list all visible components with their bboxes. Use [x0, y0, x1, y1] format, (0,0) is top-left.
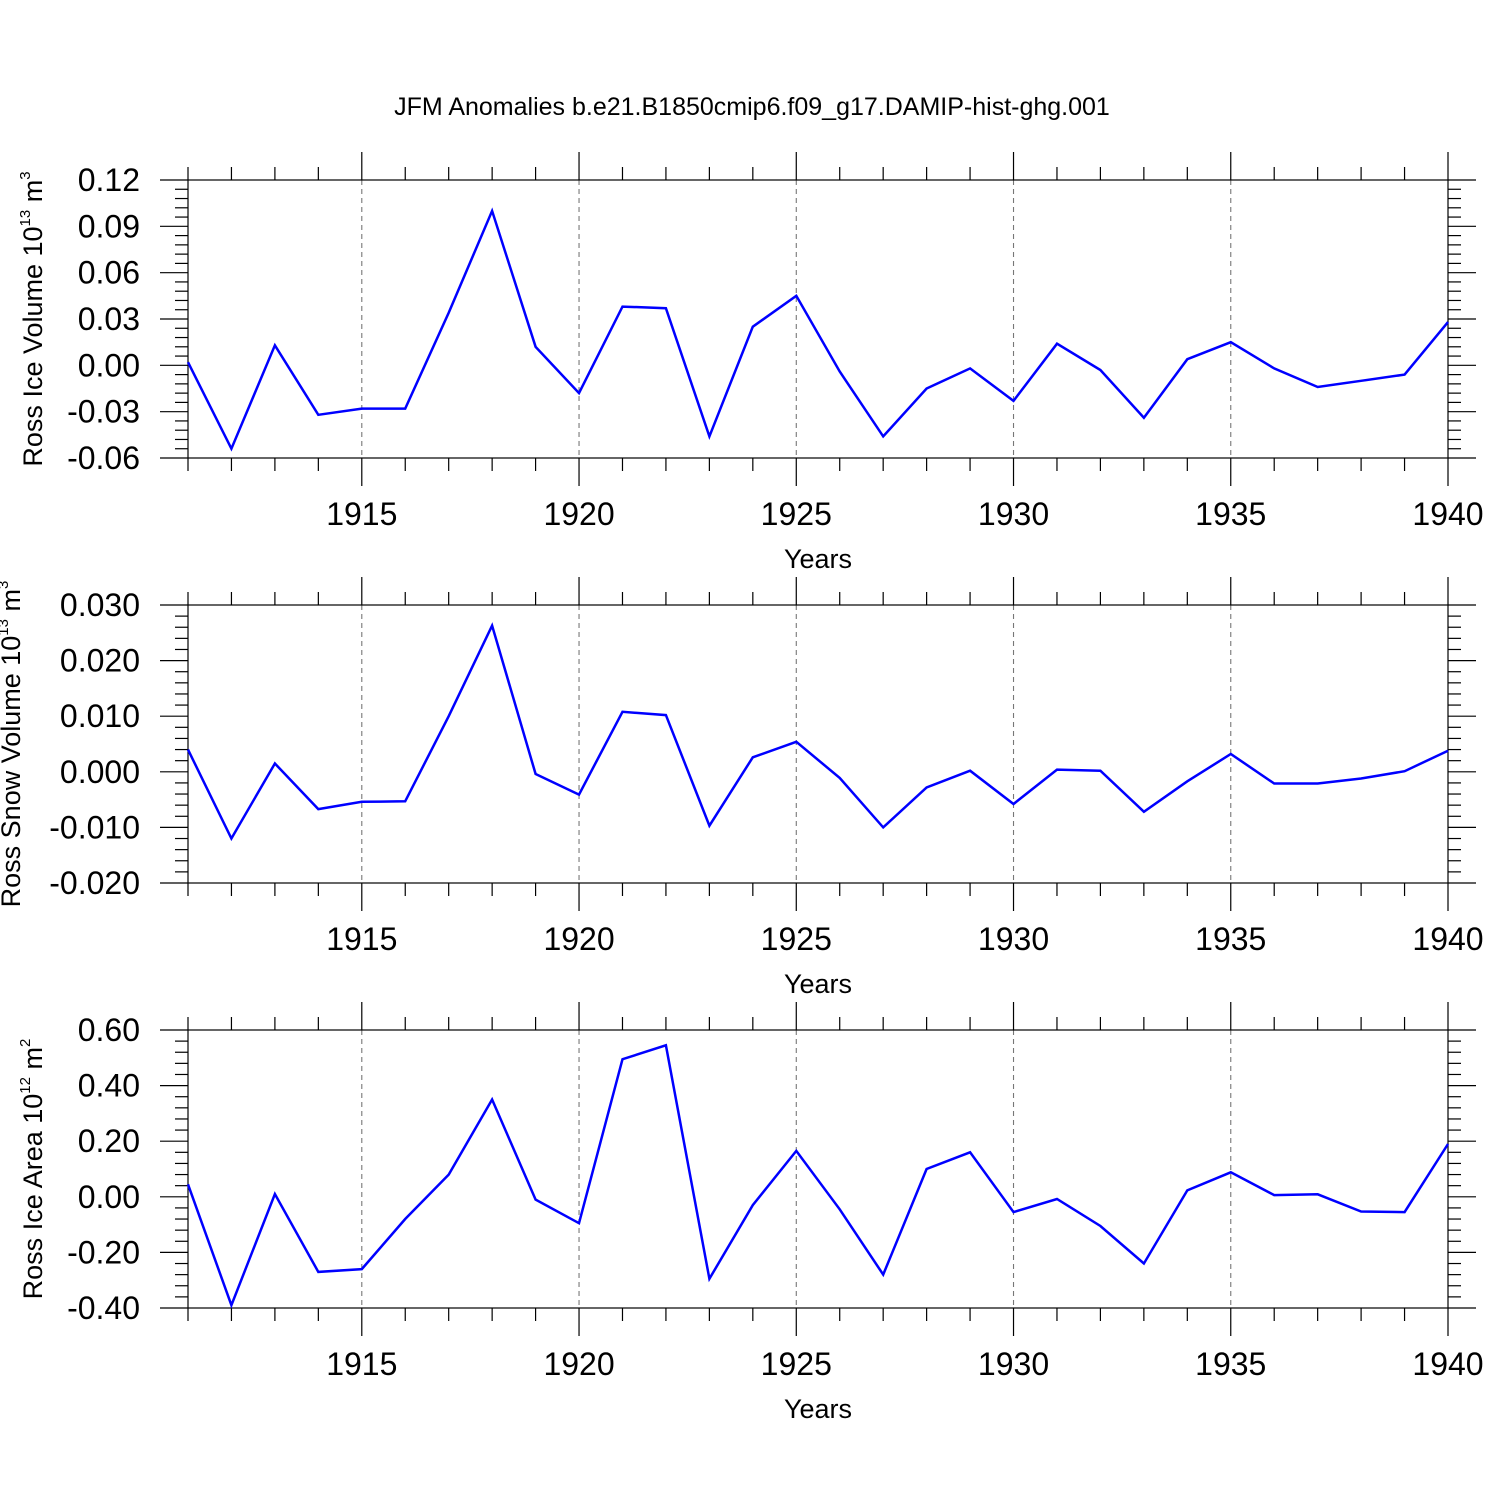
y-axis-title-unit-exponent: 3 [17, 171, 34, 179]
x-tick-label: 1925 [761, 1346, 832, 1382]
x-axis-title: Years [784, 544, 852, 574]
x-tick-label: 1930 [978, 1346, 1049, 1382]
x-tick-label: 1915 [326, 921, 397, 957]
y-tick-label: -0.06 [67, 440, 140, 476]
x-tick-label: 1915 [326, 1346, 397, 1382]
series-line-1 [186, 1043, 1450, 1309]
x-tick-label: 1920 [543, 1346, 614, 1382]
y-tick-label: -0.40 [67, 1290, 140, 1326]
y-axis-title-exponent: 13 [17, 210, 34, 227]
panels: 1915 1920 1925 1930 1935 1940 Years 0.12 0.09 0.0… [0, 152, 1484, 1424]
x-tick-label: 1940 [1412, 1346, 1483, 1382]
y-axis-title-exponent: 13 [0, 619, 12, 636]
x-tick-label: 1940 [1412, 921, 1483, 957]
y-tick-label: 0.09 [78, 208, 140, 244]
plot-frame [187, 604, 1449, 884]
figure-title: JFM Anomalies b.e21.B1850cmip6.f09_g17.D… [394, 93, 1110, 121]
y-tick-label: 0.00 [78, 347, 140, 383]
y-tick-label: 0.20 [78, 1123, 140, 1159]
series-line-1 [186, 622, 1449, 842]
x-tick-label: 1920 [543, 921, 614, 957]
x-tick-label: 1925 [761, 496, 832, 532]
x-tick-label: 1935 [1195, 921, 1266, 957]
x-tick-label: 1930 [978, 921, 1049, 957]
x-tick-label: 1935 [1195, 496, 1266, 532]
y-tick-label: 0.40 [78, 1068, 140, 1104]
x-tick-label: 1935 [1195, 1346, 1266, 1382]
plot-frame [187, 1029, 1449, 1309]
y-tick-label: 0.020 [60, 643, 140, 679]
y-axis-title: Ross Ice Volume 1013 m3 [17, 171, 48, 466]
x-tick-label: 1940 [1412, 496, 1483, 532]
y-tick-label: -0.03 [67, 394, 140, 430]
y-tick-label: 0.010 [60, 698, 140, 734]
y-tick-label: 0.03 [78, 301, 140, 337]
x-tick-label: 1925 [761, 921, 832, 957]
y-tick-label: 0.000 [60, 754, 140, 790]
y-axis-title-unit-exponent: 2 [17, 1039, 34, 1047]
y-axis-title-unit: m [18, 1047, 48, 1077]
y-tick-label: 0.12 [78, 162, 140, 198]
x-tick-label: 1930 [978, 496, 1049, 532]
y-axis-title: Ross Snow Volume 1013 m3 [0, 581, 26, 908]
chart-panel-1: 1915 1920 1925 1930 1935 1940 Years 0.12 0.09 0.0… [17, 152, 1484, 574]
y-axis-title-text: Ross Ice Volume 10 [18, 226, 48, 466]
y-tick-label: 0.06 [78, 255, 140, 291]
chart-panel-3: 1915 1920 1925 1930 1935 1940 Years 0.60 0.40 0.2… [17, 1002, 1484, 1424]
x-tick-label: 1920 [543, 496, 614, 532]
chart-panel-2: 1915 1920 1925 1930 1935 1940 Years 0.030 0.020 0… [0, 577, 1484, 999]
y-tick-label: -0.010 [49, 809, 140, 845]
y-axis-title-text: Ross Snow Volume 10 [0, 636, 26, 908]
y-tick-label: 0.60 [78, 1012, 140, 1048]
series-line-1 [186, 207, 1449, 452]
y-tick-label: 0.00 [78, 1179, 140, 1215]
x-tick-label: 1915 [326, 496, 397, 532]
y-tick-label: 0.030 [60, 587, 140, 623]
x-axis-title: Years [784, 969, 852, 999]
y-tick-label: -0.020 [49, 865, 140, 901]
y-axis-title-text: Ross Ice Area 10 [18, 1094, 48, 1300]
y-axis-title: Ross Ice Area 1012 m2 [17, 1039, 48, 1300]
x-axis-title: Years [784, 1394, 852, 1424]
y-axis-title-unit: m [18, 180, 48, 210]
y-axis-title-unit: m [0, 589, 26, 619]
y-axis-title-exponent: 12 [17, 1077, 34, 1094]
y-tick-label: -0.20 [67, 1234, 140, 1270]
y-axis-title-unit-exponent: 3 [0, 581, 12, 589]
